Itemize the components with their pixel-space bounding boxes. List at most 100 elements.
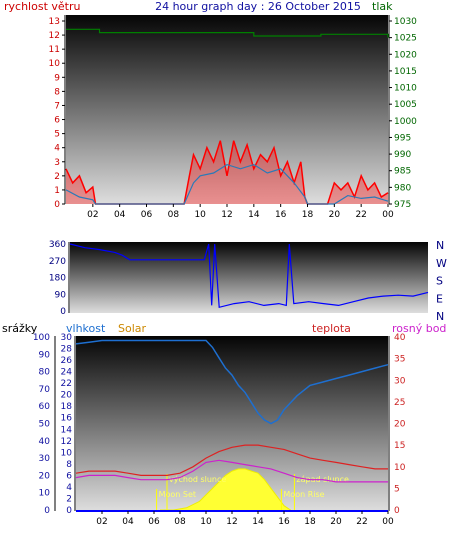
pressure-tick-label: 985 xyxy=(394,167,411,177)
p1-time-tick-label: 06 xyxy=(141,210,153,220)
p3-time-tick-label: 04 xyxy=(122,517,134,527)
wind-average-line xyxy=(65,163,389,205)
rain-tick-label: 14 xyxy=(61,425,73,435)
pressure-tick-label: 995 xyxy=(394,133,411,143)
p1-time-tick-label: 12 xyxy=(221,210,232,220)
wind-direction-plot-area xyxy=(70,242,428,313)
p3-time-tick-label: 20 xyxy=(330,517,342,527)
p3-time-tick-label: 22 xyxy=(356,517,367,527)
p3-time-tick-label: 14 xyxy=(252,517,264,527)
wind-speed-tick-label: 3 xyxy=(54,158,60,168)
direction-tick-label: 180 xyxy=(49,274,66,284)
rain-axis-title: srážky xyxy=(2,322,38,335)
direction-tick-label: 0 xyxy=(60,307,66,317)
rain-tick-label: 8 xyxy=(66,460,72,470)
humidity-tick-label: 70 xyxy=(39,385,51,395)
solar-area xyxy=(160,468,291,512)
rain-tick-label: 0 xyxy=(66,506,72,516)
rain-tick-label: 22 xyxy=(61,379,72,389)
p1-time-tick-label: 16 xyxy=(275,210,287,220)
pressure-tick-label: 1030 xyxy=(394,17,417,27)
compass-label: E xyxy=(436,292,443,305)
rain-tick-label: 28 xyxy=(61,345,73,355)
compass-label: N xyxy=(436,310,444,323)
wind-speed-tick-label: 1 xyxy=(54,186,60,196)
temperature-tick-label: 10 xyxy=(394,463,406,473)
wind-speed-tick-label: 9 xyxy=(54,73,60,83)
humidity-tick-label: 0 xyxy=(44,506,50,516)
dewpoint-line xyxy=(75,459,388,483)
temperature-tick-label: 15 xyxy=(394,441,405,451)
p1-time-tick-label: 10 xyxy=(194,210,206,220)
direction-tick-label: 270 xyxy=(49,257,66,267)
wind-speed-tick-label: 5 xyxy=(54,130,60,140)
p1-time-tick-label: 22 xyxy=(355,210,366,220)
humidity-tick-label: 40 xyxy=(39,437,51,447)
rain-tick-label: 12 xyxy=(61,437,72,447)
p3-time-tick-label: 00 xyxy=(382,517,394,527)
wind-speed-axis-title: rychlost větru xyxy=(4,0,80,13)
temperature-line xyxy=(75,444,388,476)
p3-time-tick-label: 18 xyxy=(304,517,316,527)
rain-tick-label: 26 xyxy=(61,356,73,366)
temp-humidity-panel: 0102030405060708090100024681012141618202… xyxy=(33,333,406,527)
dewpoint-label: rosný bod xyxy=(392,322,446,335)
pressure-tick-label: 990 xyxy=(394,150,411,160)
p3-time-tick-label: 06 xyxy=(148,517,160,527)
p1-time-tick-label: 08 xyxy=(168,210,180,220)
wind-speed-tick-label: 12 xyxy=(49,31,60,41)
humidity-tick-label: 10 xyxy=(39,489,51,499)
p1-time-tick-label: 00 xyxy=(382,210,394,220)
p3-time-tick-label: 10 xyxy=(200,517,212,527)
humidity-tick-label: 80 xyxy=(39,368,51,378)
rain-tick-label: 2 xyxy=(66,494,72,504)
compass-label: S xyxy=(436,275,443,288)
compass-label: W xyxy=(436,257,447,270)
pressure-tick-label: 1020 xyxy=(394,50,417,60)
rain-tick-label: 24 xyxy=(61,368,73,378)
temperature-label: teplota xyxy=(312,322,351,335)
pressure-tick-label: 980 xyxy=(394,183,411,193)
humidity-label: vlhkost xyxy=(66,322,106,335)
solar-label: Solar xyxy=(118,322,147,335)
p1-time-tick-label: 18 xyxy=(302,210,314,220)
temperature-tick-label: 35 xyxy=(394,355,405,365)
rain-tick-label: 18 xyxy=(61,402,73,412)
humidity-tick-label: 30 xyxy=(39,454,51,464)
wind-speed-tick-label: 2 xyxy=(54,172,60,182)
pressure-axis-title: tlak xyxy=(372,0,393,13)
temperature-tick-label: 20 xyxy=(394,420,406,430)
humidity-tick-label: 60 xyxy=(39,402,51,412)
p3-time-tick-label: 16 xyxy=(278,517,290,527)
pressure-tick-label: 1025 xyxy=(394,34,417,44)
humidity-line xyxy=(75,339,389,425)
rain-tick-label: 20 xyxy=(61,391,73,401)
direction-tick-label: 90 xyxy=(55,290,67,300)
p1-time-tick-label: 14 xyxy=(248,210,260,220)
pressure-tick-label: 1010 xyxy=(394,84,417,94)
rain-tick-label: 4 xyxy=(66,483,72,493)
p1-time-tick-label: 04 xyxy=(114,210,126,220)
rain-tick-label: 16 xyxy=(61,414,73,424)
p3-time-tick-label: 08 xyxy=(174,517,186,527)
p1-time-tick-label: 02 xyxy=(87,210,98,220)
wind-speed-tick-label: 6 xyxy=(54,116,60,126)
annotation-label: východ slunce xyxy=(169,475,226,484)
annotation-label: Moon Set xyxy=(159,490,196,499)
pressure-tick-label: 1015 xyxy=(394,67,417,77)
wind-speed-tick-label: 8 xyxy=(54,87,60,97)
compass-label: N xyxy=(436,239,444,252)
pressure-tick-label: 1005 xyxy=(394,100,417,110)
wind-speed-tick-label: 13 xyxy=(49,17,60,27)
pressure-tick-label: 1000 xyxy=(394,117,417,127)
rain-tick-label: 6 xyxy=(66,471,72,481)
wind-direction-line xyxy=(69,243,429,309)
direction-tick-label: 360 xyxy=(49,240,66,250)
chart-title: 24 hour graph day : 26 October 2015 xyxy=(155,0,361,13)
annotation-label: Moon Rise xyxy=(283,490,324,499)
temperature-tick-label: 5 xyxy=(394,484,400,494)
humidity-tick-label: 20 xyxy=(39,471,51,481)
